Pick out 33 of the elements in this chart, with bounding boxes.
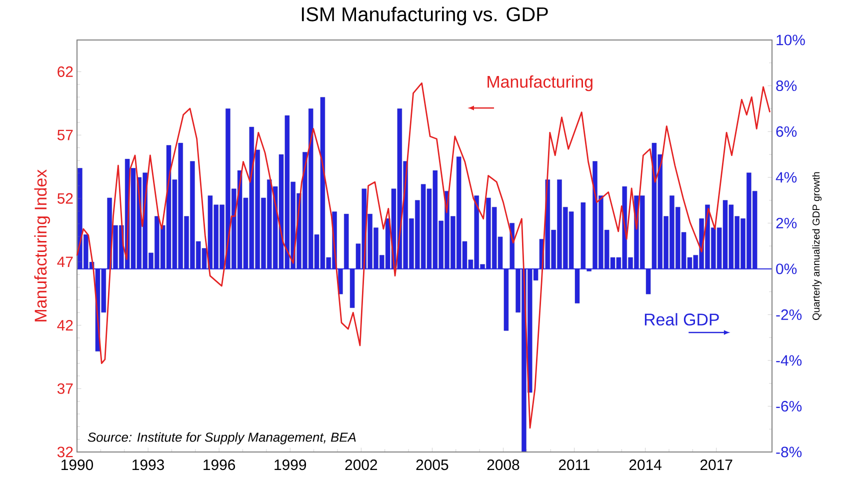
y-tick-label: 52 (57, 193, 73, 204)
y2-tick-label: 6% (776, 126, 797, 137)
x-tick-label: 2014 (629, 460, 662, 470)
y2-tick-label: -6% (776, 400, 802, 412)
y2-tick-label: 4% (776, 172, 797, 183)
y-tick-label: 57 (57, 130, 73, 140)
y-tick-label: 62 (58, 66, 73, 77)
y-tick-label: 32 (57, 446, 73, 458)
x-tick-label: 2005 (416, 460, 448, 470)
x-tick-label: 1990 (62, 460, 94, 470)
y2-tick-label: -4% (776, 355, 802, 366)
x-tick-label: 2002 (345, 460, 378, 470)
y-tick-label: 42 (57, 320, 73, 330)
chart-title: ISM Manufacturing vs. GDP (302, 6, 548, 26)
y2-tick-label: 10% (776, 34, 805, 46)
series-label: Real GDP (644, 313, 719, 326)
x-tick-label: 1996 (204, 460, 236, 470)
y2-tick-label: 2% (776, 218, 797, 228)
x-tick-label: 1993 (132, 460, 164, 470)
annotation: Source: Institute for Supply Management, BEA (88, 432, 356, 444)
y-tick-label: 37 (57, 383, 73, 394)
y-tick-label: 47 (57, 256, 73, 267)
series-label: Manufacturing (488, 75, 592, 92)
y2-tick-label: 0% (776, 264, 797, 274)
x-tick-label: 2017 (700, 460, 732, 470)
y2-tick-label: -2% (776, 309, 802, 320)
x-tick-label: 1999 (274, 460, 306, 470)
y2-tick-label: 8% (776, 80, 797, 92)
y2-tick-label: -8% (776, 446, 802, 458)
y2-axis-title: Quarterly annualized GDP growth (812, 172, 822, 320)
y-axis-title: Manufacturing Index (34, 169, 50, 322)
x-tick-label: 2011 (558, 460, 590, 470)
x-tick-label: 2008 (487, 460, 520, 470)
